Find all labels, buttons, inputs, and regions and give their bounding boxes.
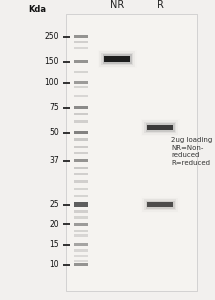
Bar (74, 216, 88, 218)
Bar (74, 95, 88, 97)
Bar (74, 152, 88, 154)
Bar (74, 81, 88, 84)
Bar (139, 195, 181, 214)
Bar (74, 230, 88, 232)
Text: 75: 75 (49, 103, 59, 112)
Bar (74, 35, 88, 38)
Bar (147, 202, 173, 207)
Bar (146, 123, 175, 132)
Bar (147, 125, 173, 130)
Bar (139, 117, 181, 138)
Text: 15: 15 (49, 240, 59, 249)
Bar (74, 173, 88, 175)
Bar (66, 14, 197, 291)
Bar (99, 51, 135, 67)
Bar (74, 159, 88, 162)
Bar (74, 106, 88, 109)
Bar (74, 243, 88, 246)
Bar (74, 194, 88, 197)
Text: 20: 20 (49, 220, 59, 229)
Bar (147, 202, 173, 207)
Bar (74, 71, 88, 73)
Text: NR: NR (110, 0, 124, 10)
Bar (74, 202, 88, 207)
Bar (142, 120, 178, 135)
Bar (101, 53, 133, 65)
Text: R: R (157, 0, 164, 10)
Bar (74, 188, 88, 190)
Text: 37: 37 (49, 156, 59, 165)
Bar (104, 56, 130, 62)
Bar (74, 211, 88, 212)
Bar (74, 167, 88, 169)
Bar (74, 131, 88, 134)
Bar (74, 223, 88, 226)
Bar (74, 180, 88, 182)
Bar (146, 201, 175, 208)
Bar (144, 199, 176, 210)
Bar (141, 196, 180, 213)
Bar (74, 113, 88, 115)
Bar (74, 138, 88, 140)
Bar (74, 260, 88, 262)
Bar (74, 146, 88, 148)
Bar (142, 198, 178, 212)
Bar (74, 254, 88, 257)
Bar (74, 41, 88, 43)
Bar (74, 47, 88, 49)
Text: 50: 50 (49, 128, 59, 137)
Bar (74, 120, 88, 122)
Text: 10: 10 (49, 260, 59, 269)
Text: Kda: Kda (29, 4, 47, 14)
Text: 2ug loading
NR=Non-
reduced
R=reduced: 2ug loading NR=Non- reduced R=reduced (171, 137, 212, 166)
Text: 100: 100 (45, 78, 59, 87)
Bar (74, 60, 88, 63)
Bar (141, 119, 180, 136)
Text: 250: 250 (45, 32, 59, 41)
Bar (104, 56, 130, 62)
Bar (147, 125, 173, 130)
Text: 25: 25 (49, 200, 59, 209)
Bar (74, 86, 88, 88)
Text: 150: 150 (45, 57, 59, 66)
Bar (103, 54, 132, 64)
Bar (96, 48, 138, 70)
Bar (144, 122, 176, 133)
Bar (74, 249, 88, 251)
Bar (74, 235, 88, 236)
Bar (98, 50, 137, 68)
Bar (74, 263, 88, 266)
